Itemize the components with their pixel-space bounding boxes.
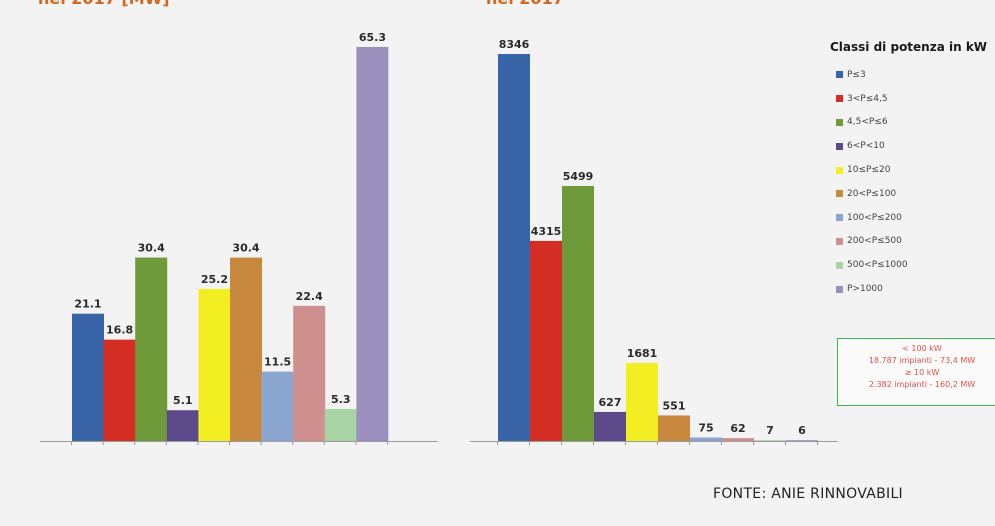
bar-value-label: 22.4	[296, 290, 323, 303]
bar-value-label: 11.5	[264, 356, 291, 369]
bar-mw	[198, 288, 231, 441]
legend-item: 6<P<10	[830, 134, 995, 158]
bar-value-label: 62	[730, 422, 745, 435]
bar-mw	[103, 339, 136, 441]
note-line: < 100 kW	[902, 344, 942, 353]
legend-item: 3<P≤4,5	[830, 87, 995, 111]
legend-swatch	[836, 237, 843, 245]
bar-mw	[135, 257, 168, 441]
note-line: ≥ 10 kW	[904, 368, 940, 377]
legend-label: P>1000	[847, 284, 883, 295]
legend-item: 10≤P≤20	[830, 158, 995, 182]
legend-label: 500<P≤1000	[847, 260, 908, 271]
legend-label: 100<P≤200	[847, 212, 902, 223]
bar-plants	[530, 240, 562, 441]
legend-swatch	[836, 118, 843, 126]
bar-mw	[356, 47, 389, 441]
legend-label: 20<P≤100	[847, 188, 897, 199]
legend-item: 20<P≤100	[830, 182, 995, 206]
legend-swatch	[836, 261, 843, 269]
bar-plants	[498, 54, 530, 441]
legend-item: P≤3	[830, 63, 995, 87]
legend-items: P≤3 3<P≤4,5 4,5<P≤6 6<P<10 10≤P≤20 20<P≤100 10…	[830, 63, 995, 301]
legend-swatch	[836, 285, 843, 293]
bar-plants	[786, 440, 818, 441]
bar-value-label: 4315	[531, 225, 562, 238]
bar-mw	[324, 409, 357, 441]
legend-item: 500<P≤1000	[830, 253, 995, 277]
legend-item: 4,5<P≤6	[830, 111, 995, 135]
bar-plants	[626, 363, 658, 441]
bar-mw	[72, 313, 104, 441]
bar-mw	[166, 410, 199, 441]
legend-swatch	[836, 95, 843, 103]
bar-value-label: 5.3	[331, 393, 351, 406]
legend-item: 200<P≤500	[830, 230, 995, 254]
legend-label: 3<P≤4,5	[847, 93, 888, 104]
bar-value-label: 65.3	[359, 31, 386, 44]
bar-value-label: 7	[766, 424, 774, 437]
bar-value-label: 5499	[563, 170, 594, 183]
legend-label: 10≤P≤20	[847, 165, 891, 176]
bar-value-label: 551	[663, 399, 686, 412]
bar-value-label: 30.4	[138, 242, 165, 255]
legend-item: 100<P≤200	[830, 206, 995, 230]
bar-value-label: 6	[798, 424, 806, 437]
note-line: 18.787 impianti - 73,4 MW	[868, 356, 976, 365]
legend-label: 6<P<10	[847, 141, 885, 152]
legend: Classi di potenza in kW P≤3 3<P≤4,5 4,5<P≤…	[830, 40, 995, 301]
summary-note-box: < 100 kW 18.787 impianti - 73,4 MW ≥ 10 …	[837, 338, 995, 406]
bar-mw	[261, 371, 294, 441]
bar-plants	[562, 186, 594, 441]
bar-value-label: 627	[599, 396, 622, 409]
note-line: 2.382 impianti - 160,2 MW	[868, 380, 976, 389]
bar-value-label: 21.1	[74, 298, 101, 311]
legend-title: Classi di potenza in kW	[830, 40, 988, 54]
bar-value-label: 8346	[499, 38, 530, 51]
legend-label: 200<P≤500	[847, 236, 902, 247]
bar-plants	[690, 437, 722, 441]
bar-plants	[594, 411, 626, 441]
bar-mw	[293, 305, 326, 441]
legend-item: P>1000	[830, 277, 995, 301]
bar-value-label: 1681	[627, 347, 658, 360]
legend-swatch	[836, 71, 843, 79]
bar-plants	[658, 415, 690, 441]
legend-swatch	[836, 142, 843, 150]
right-chart-title: nel 2017	[486, 0, 564, 8]
source-credit: FONTE: ANIE RINNOVABILI	[713, 486, 903, 502]
legend-swatch	[836, 214, 843, 222]
bar-plants	[754, 440, 786, 441]
bar-value-label: 5.1	[173, 394, 193, 407]
bar-value-label: 30.4	[232, 242, 259, 255]
bar-value-label: 25.2	[201, 273, 228, 286]
bar-mw	[230, 257, 262, 441]
bar-value-label: 75	[698, 422, 713, 435]
legend-swatch	[836, 166, 843, 174]
legend-label: 4,5<P≤6	[847, 117, 888, 128]
bar-value-label: 16.8	[106, 324, 133, 337]
bar-plants	[722, 438, 754, 441]
left-chart-title: nel 2017 [MW]	[38, 0, 170, 8]
legend-swatch	[836, 190, 843, 198]
legend-label: P≤3	[847, 69, 866, 80]
